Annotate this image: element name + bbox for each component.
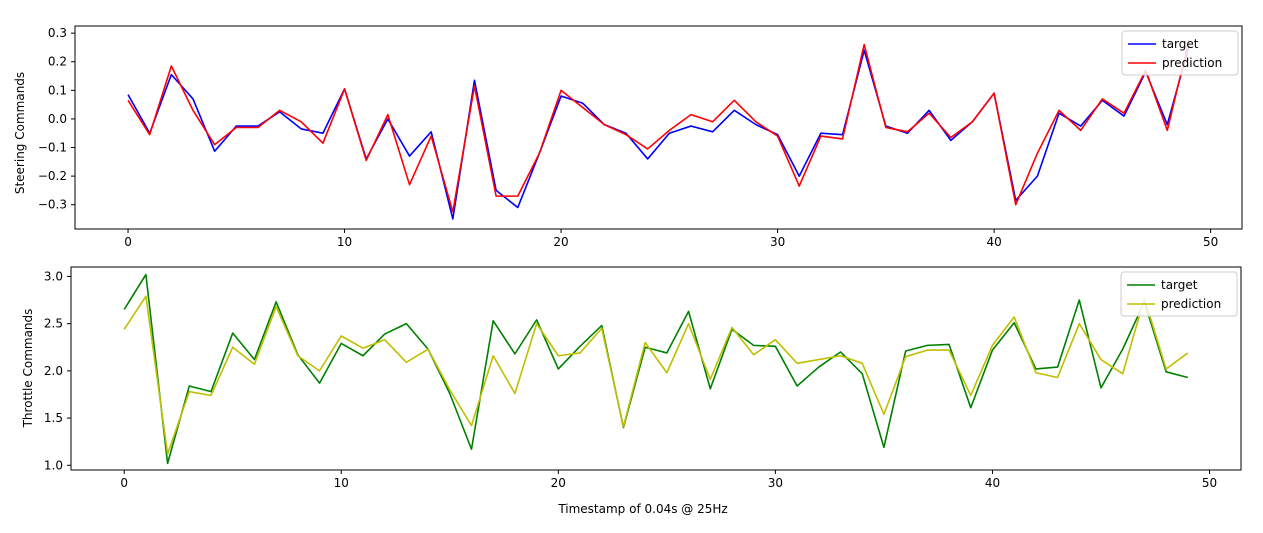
- axes-frame: [74, 25, 1243, 230]
- x-tick-label: 50: [1203, 235, 1218, 249]
- x-tick-label: 40: [985, 476, 1000, 490]
- y-tick-label: 0.1: [48, 83, 67, 97]
- y-tick-label: −0.2: [38, 169, 67, 183]
- y-tick-label: 0.2: [48, 55, 67, 69]
- x-tick-label: 10: [337, 235, 352, 249]
- y-tick-label: 1.5: [44, 411, 63, 425]
- x-tick-label: 30: [770, 235, 785, 249]
- legend-box: [1120, 271, 1238, 317]
- y-axis-label: Throttle Commands: [21, 309, 35, 429]
- throttle-commands-plot: Throttle Commands 0 10 20 30 40 50 1.0 1.5 2.0 2.…: [21, 266, 1242, 490]
- x-tick-label: 0: [120, 476, 128, 490]
- y-tick-label: 0.3: [48, 26, 67, 40]
- legend-entry: target: [1162, 37, 1199, 51]
- y-tick-label: 3.0: [44, 269, 63, 283]
- series-line-prediction: [127, 40, 1190, 213]
- series-line-prediction: [123, 295, 1189, 455]
- x-tick-label: 40: [986, 235, 1001, 249]
- x-tick-label: 20: [551, 476, 566, 490]
- steering-commands-plot: Steering Commands 0 10 20 30 40 50 −0.3 −0.2 −0.…: [13, 25, 1243, 249]
- x-tick-label: 0: [124, 235, 132, 249]
- legend-entry: prediction: [1161, 297, 1221, 311]
- x-tick-label: 10: [334, 476, 349, 490]
- x-tick-label: 20: [553, 235, 568, 249]
- y-tick-label: 1.0: [44, 458, 63, 472]
- y-tick-label: −0.3: [38, 198, 67, 212]
- x-axis-label: Timestamp of 0.04s @ 25Hz: [557, 502, 727, 516]
- x-tick-label: 30: [768, 476, 783, 490]
- y-axis-label: Steering Commands: [13, 72, 27, 194]
- y-tick-label: −0.1: [38, 141, 67, 155]
- y-tick-label: 2.0: [44, 364, 63, 378]
- y-tick-label: 0.0: [48, 112, 67, 126]
- axes-frame: [70, 266, 1242, 471]
- series-line-target: [123, 273, 1189, 465]
- x-tick-label: 50: [1202, 476, 1217, 490]
- legend-entry: prediction: [1162, 56, 1222, 70]
- legend-entry: target: [1161, 278, 1198, 292]
- y-tick-label: 2.5: [44, 317, 63, 331]
- legend-box: [1121, 30, 1239, 76]
